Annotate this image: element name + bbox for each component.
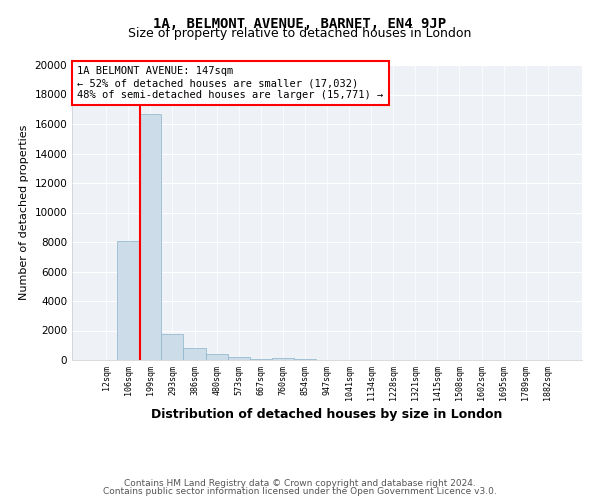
Y-axis label: Number of detached properties: Number of detached properties [19, 125, 29, 300]
Bar [161, 334, 184, 360]
Text: Size of property relative to detached houses in London: Size of property relative to detached ho… [128, 28, 472, 40]
Text: 1A BELMONT AVENUE: 147sqm
← 52% of detached houses are smaller (17,032)
48% of s: 1A BELMONT AVENUE: 147sqm ← 52% of detac… [77, 66, 383, 100]
Text: 1A, BELMONT AVENUE, BARNET, EN4 9JP: 1A, BELMONT AVENUE, BARNET, EN4 9JP [154, 18, 446, 32]
Bar [117, 242, 139, 360]
Bar [250, 358, 272, 360]
Bar [227, 357, 250, 360]
Bar [206, 354, 227, 360]
Bar [272, 358, 294, 360]
Bar [184, 348, 206, 360]
Bar [139, 114, 161, 360]
Text: Contains HM Land Registry data © Crown copyright and database right 2024.: Contains HM Land Registry data © Crown c… [124, 478, 476, 488]
Bar [294, 358, 316, 360]
X-axis label: Distribution of detached houses by size in London: Distribution of detached houses by size … [151, 408, 503, 421]
Text: Contains public sector information licensed under the Open Government Licence v3: Contains public sector information licen… [103, 487, 497, 496]
